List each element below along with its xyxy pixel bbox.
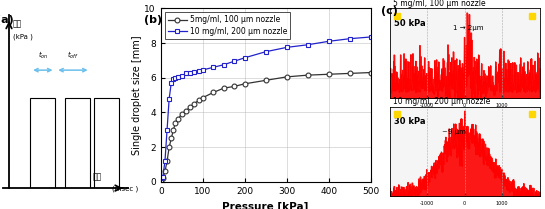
5mg/ml, 100 μm nozzle bbox=[162, 170, 168, 173]
Legend: 5mg/ml, 100 μm nozzle, 10 mg/ml, 200 μm nozzle: 5mg/ml, 100 μm nozzle, 10 mg/ml, 200 μm … bbox=[165, 12, 290, 39]
Text: 50 kPa: 50 kPa bbox=[394, 19, 426, 28]
5mg/ml, 100 μm nozzle bbox=[367, 71, 374, 74]
Text: (msec ): (msec ) bbox=[112, 185, 138, 192]
10 mg/ml, 200 μm nozzle bbox=[347, 37, 353, 40]
5mg/ml, 100 μm nozzle bbox=[220, 87, 227, 89]
Bar bbox=[31, 98, 56, 188]
Text: 압력: 압력 bbox=[13, 20, 22, 29]
5mg/ml, 100 μm nozzle bbox=[231, 85, 238, 88]
10 mg/ml, 200 μm nozzle bbox=[160, 175, 166, 178]
Text: 1 → 2μm: 1 → 2μm bbox=[452, 25, 483, 31]
Text: 10 mg/ml, 200 μm nozzle: 10 mg/ml, 200 μm nozzle bbox=[392, 97, 490, 106]
10 mg/ml, 200 μm nozzle bbox=[162, 160, 168, 162]
5mg/ml, 100 μm nozzle bbox=[160, 177, 166, 180]
10 mg/ml, 200 μm nozzle bbox=[195, 70, 202, 72]
10 mg/ml, 200 μm nozzle bbox=[168, 82, 174, 84]
Bar bbox=[65, 98, 90, 188]
Text: 시간: 시간 bbox=[93, 172, 102, 181]
10 mg/ml, 200 μm nozzle bbox=[241, 57, 248, 59]
5mg/ml, 100 μm nozzle bbox=[170, 129, 177, 131]
Line: 5mg/ml, 100 μm nozzle: 5mg/ml, 100 μm nozzle bbox=[159, 70, 373, 184]
10 mg/ml, 200 μm nozzle bbox=[187, 71, 193, 74]
Y-axis label: Single droplet size [mm]: Single droplet size [mm] bbox=[132, 35, 142, 155]
10 mg/ml, 200 μm nozzle bbox=[179, 75, 185, 77]
10 mg/ml, 200 μm nozzle bbox=[283, 46, 290, 49]
5mg/ml, 100 μm nozzle bbox=[325, 73, 332, 75]
5mg/ml, 100 μm nozzle bbox=[263, 79, 269, 82]
10 mg/ml, 200 μm nozzle bbox=[210, 66, 216, 69]
10 mg/ml, 200 μm nozzle bbox=[231, 60, 238, 62]
5mg/ml, 100 μm nozzle bbox=[347, 72, 353, 75]
Text: $t_{off}$: $t_{off}$ bbox=[67, 50, 79, 61]
10 mg/ml, 200 μm nozzle bbox=[166, 97, 172, 100]
5mg/ml, 100 μm nozzle bbox=[158, 181, 164, 183]
5mg/ml, 100 μm nozzle bbox=[210, 91, 216, 94]
Text: ~9 μm: ~9 μm bbox=[442, 129, 466, 135]
5mg/ml, 100 μm nozzle bbox=[172, 122, 179, 124]
Text: (b): (b) bbox=[144, 15, 162, 25]
5mg/ml, 100 μm nozzle bbox=[168, 137, 174, 140]
10 mg/ml, 200 μm nozzle bbox=[170, 78, 177, 81]
5mg/ml, 100 μm nozzle bbox=[191, 103, 198, 105]
X-axis label: Pressure [kPa]: Pressure [kPa] bbox=[222, 201, 309, 209]
5mg/ml, 100 μm nozzle bbox=[179, 113, 185, 115]
10 mg/ml, 200 μm nozzle bbox=[199, 69, 206, 71]
5mg/ml, 100 μm nozzle bbox=[183, 110, 189, 112]
5mg/ml, 100 μm nozzle bbox=[304, 74, 311, 76]
Text: (a): (a) bbox=[0, 15, 14, 25]
Text: $t_{on}$: $t_{on}$ bbox=[38, 50, 48, 61]
Bar bbox=[94, 98, 119, 188]
Text: (kPa ): (kPa ) bbox=[13, 34, 33, 40]
5mg/ml, 100 μm nozzle bbox=[187, 106, 193, 108]
5mg/ml, 100 μm nozzle bbox=[164, 160, 171, 162]
10 mg/ml, 200 μm nozzle bbox=[220, 64, 227, 66]
10 mg/ml, 200 μm nozzle bbox=[263, 51, 269, 53]
10 mg/ml, 200 μm nozzle bbox=[174, 76, 181, 78]
10 mg/ml, 200 μm nozzle bbox=[172, 76, 179, 79]
5mg/ml, 100 μm nozzle bbox=[241, 83, 248, 85]
10 mg/ml, 200 μm nozzle bbox=[183, 72, 189, 75]
10 mg/ml, 200 μm nozzle bbox=[367, 36, 374, 38]
5mg/ml, 100 μm nozzle bbox=[166, 146, 172, 148]
5mg/ml, 100 μm nozzle bbox=[174, 118, 181, 121]
5mg/ml, 100 μm nozzle bbox=[199, 96, 206, 99]
10 mg/ml, 200 μm nozzle bbox=[325, 40, 332, 43]
Line: 10 mg/ml, 200 μm nozzle: 10 mg/ml, 200 μm nozzle bbox=[159, 34, 373, 184]
10 mg/ml, 200 μm nozzle bbox=[158, 181, 164, 183]
Text: (c): (c) bbox=[382, 6, 398, 16]
5mg/ml, 100 μm nozzle bbox=[283, 76, 290, 78]
10 mg/ml, 200 μm nozzle bbox=[304, 43, 311, 46]
10 mg/ml, 200 μm nozzle bbox=[164, 129, 171, 131]
10 mg/ml, 200 μm nozzle bbox=[191, 70, 198, 73]
Text: 30 kPa: 30 kPa bbox=[394, 117, 426, 126]
Text: 5 mg/ml, 100 μm nozzle: 5 mg/ml, 100 μm nozzle bbox=[392, 0, 485, 8]
5mg/ml, 100 μm nozzle bbox=[195, 99, 202, 102]
